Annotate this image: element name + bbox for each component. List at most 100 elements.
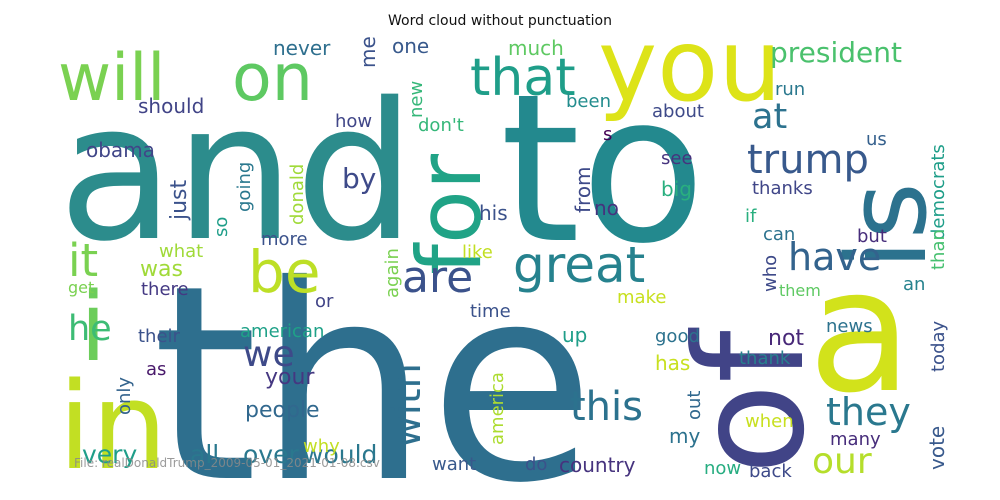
word-if: if	[745, 206, 757, 227]
word-what: what	[159, 241, 203, 262]
word-they: they	[826, 390, 911, 434]
word-he: he	[68, 309, 112, 349]
word-would: would	[303, 440, 377, 469]
word-one: one	[392, 34, 429, 58]
word-their: their	[138, 326, 181, 347]
chart-title: Word cloud without punctuation	[388, 13, 612, 29]
word-like: like	[462, 242, 493, 263]
word-obama: obama	[86, 138, 155, 162]
word-trump: trump	[747, 137, 869, 183]
word-just: just	[167, 179, 192, 221]
file-caption: File: realDonaldTrump_2009-05-01_2021-01…	[74, 456, 380, 470]
word-new: new	[406, 81, 427, 118]
word-in: in	[58, 358, 167, 497]
word-at: at	[752, 97, 787, 137]
word-with: with	[384, 363, 430, 448]
word-i: i	[80, 273, 106, 383]
word-much: much	[508, 36, 564, 60]
word-who: who	[760, 255, 781, 292]
word-have: have	[788, 235, 881, 279]
word-that: that	[470, 48, 576, 108]
word-american: american	[240, 321, 324, 342]
word-why: why	[303, 436, 340, 457]
word-today: today	[928, 320, 949, 372]
word-our: our	[812, 441, 872, 482]
word-it: it	[68, 234, 98, 287]
word-and: and	[58, 62, 415, 283]
word-so: so	[211, 217, 232, 237]
word-many: many	[830, 429, 881, 450]
word-america: america	[487, 372, 508, 445]
word-president: president	[770, 36, 902, 69]
word-do: do	[525, 454, 547, 475]
word-from: from	[571, 166, 595, 213]
word-was: was	[140, 257, 183, 282]
word-his: his	[479, 201, 508, 225]
word-a: a	[808, 233, 912, 431]
word-more: more	[261, 229, 308, 250]
word-we: we	[243, 334, 295, 375]
word-thanks: thanks	[752, 178, 813, 199]
word-good: good	[655, 326, 700, 347]
word-time: time	[470, 301, 511, 322]
word-should: should	[138, 94, 204, 118]
word-up: up	[562, 323, 587, 347]
word-be: be	[248, 238, 321, 306]
word-for: for	[398, 153, 501, 275]
word-want: want	[432, 454, 476, 475]
word-very: very	[82, 440, 137, 469]
word-to: to	[500, 51, 706, 289]
word-see: see	[661, 148, 693, 169]
word-only: only	[114, 377, 135, 415]
word-are: are	[402, 252, 473, 303]
word-democrats: democrats	[928, 144, 949, 240]
word-make: make	[617, 287, 666, 308]
word-us: us	[866, 129, 887, 150]
word-donald: donald	[287, 164, 308, 225]
word-how: how	[335, 111, 372, 132]
word-all: all	[190, 440, 219, 469]
word-news: news	[826, 316, 873, 337]
word-when: when	[745, 411, 794, 432]
word-by: by	[342, 162, 376, 195]
word-get: get	[68, 278, 94, 297]
word-me: me	[356, 36, 380, 68]
word-you: you	[598, 7, 782, 124]
word-country: country	[559, 453, 636, 477]
word-great: great	[513, 236, 645, 294]
word-about: about	[652, 101, 704, 122]
word-back: back	[749, 461, 792, 482]
word-or: or	[315, 291, 334, 312]
word-thank: thank	[739, 348, 791, 369]
word-as: as	[146, 359, 166, 380]
word-is: is	[823, 182, 951, 270]
word-an: an	[903, 274, 925, 295]
word-there: there	[141, 279, 189, 300]
word-on: on	[232, 41, 313, 116]
word-people: people	[245, 398, 320, 423]
word-big: big	[661, 177, 692, 201]
word-your: your	[265, 365, 315, 390]
word-has: has	[655, 351, 690, 375]
word-can: can	[763, 224, 795, 245]
word-but: but	[857, 226, 887, 247]
word-my: my	[669, 424, 700, 448]
word-been: been	[566, 91, 611, 112]
word-never: never	[273, 36, 331, 60]
word-going: going	[234, 162, 255, 212]
word-vote: vote	[925, 426, 949, 470]
word-them: them	[779, 281, 821, 300]
word-not: not	[768, 326, 804, 351]
word-than: than	[928, 229, 949, 270]
word-of: of	[664, 327, 838, 475]
word-no: no	[594, 196, 619, 220]
word-will: will	[58, 41, 165, 116]
word-again: again	[382, 248, 403, 298]
word-this: this	[570, 384, 643, 430]
word-now: now	[704, 458, 741, 479]
word-out: out	[684, 391, 705, 420]
word-dont: don't	[418, 115, 464, 136]
word-s: s	[603, 124, 612, 145]
word-run: run	[775, 79, 805, 100]
word-the: the	[152, 227, 595, 500]
